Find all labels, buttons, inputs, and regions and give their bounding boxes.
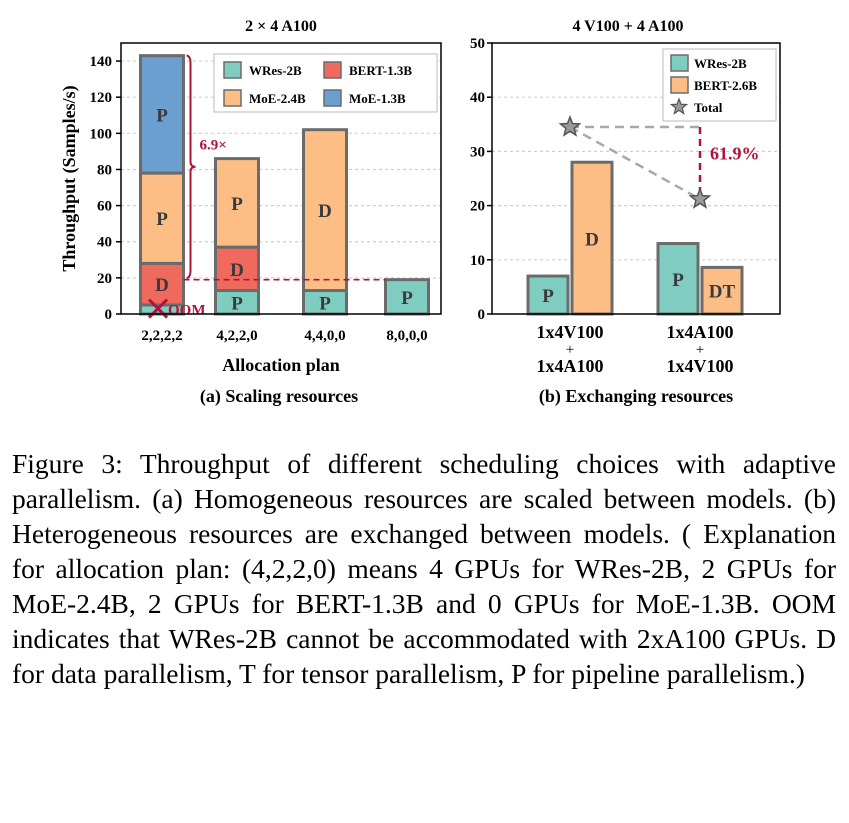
a-ratio-bracket	[186, 54, 196, 279]
b-bar-label: P	[672, 270, 684, 291]
b-total-marker	[558, 114, 582, 137]
b-bar	[700, 265, 744, 316]
b-title: 4 V100 + 4 A100	[572, 18, 683, 35]
a-bar-label: P	[401, 288, 413, 309]
b-bar-label: DT	[709, 282, 736, 303]
a-ytick-label: 40	[97, 235, 112, 251]
b-total-marker	[688, 187, 712, 209]
figure: 020406080100120140DPP2,2,2,2PDP4,2,2,0PD…	[59, 18, 781, 407]
a-legend-swatch	[223, 89, 242, 107]
a-bar-label: P	[156, 209, 168, 230]
b-subtitle: (b) Exchanging resources	[539, 386, 733, 407]
a-bar-label: P	[231, 293, 243, 314]
b-bar	[526, 274, 570, 316]
a-legend-swatch	[323, 89, 342, 107]
b-xtick-plus: +	[566, 342, 574, 358]
a-ytick-label: 120	[90, 90, 113, 106]
a-bar-label: P	[231, 194, 243, 215]
b-legend-swatch	[670, 76, 689, 94]
a-legend-swatch	[323, 61, 342, 79]
b-xtick-label: 1x4V100	[537, 322, 604, 342]
a-bar	[384, 278, 430, 316]
a-ytick-label: 0	[105, 307, 113, 323]
a-legend-label: MoE-1.3B	[349, 91, 406, 106]
b-ytick-label: 0	[478, 307, 486, 323]
b-xtick-plus: +	[696, 342, 704, 358]
b-improvement-label: 61.9%	[710, 144, 760, 164]
b-ytick-label: 20	[470, 199, 485, 215]
a-subtitle: (a) Scaling resources	[200, 386, 358, 407]
b-total-line	[569, 125, 701, 201]
b-bar	[656, 242, 700, 316]
b-ytick-label: 40	[470, 90, 485, 106]
a-bar	[214, 157, 260, 249]
a-ytick-label: 100	[90, 126, 113, 142]
a-ratio-label: 6.9×	[200, 138, 227, 154]
b-axes-frame	[491, 42, 781, 315]
a-oom-label: OOM	[168, 303, 206, 319]
b-bar	[570, 160, 614, 316]
b-ytick-label: 30	[470, 144, 485, 160]
a-ytick-label: 60	[97, 199, 112, 215]
b-xtick-label: 1x4A100	[537, 356, 604, 376]
a-axes-frame	[120, 42, 442, 315]
a-xtick-label: 4,4,0,0	[304, 328, 345, 344]
b-bar-label: D	[585, 230, 599, 251]
b-legend-label: WRes-2B	[694, 56, 747, 71]
b-bar-label: P	[542, 286, 554, 307]
b-xtick-label: 1x4V100	[667, 356, 734, 376]
a-ytick-label: 20	[97, 271, 112, 287]
a-xlabel: Allocation plan	[222, 355, 340, 375]
a-bar	[139, 54, 185, 175]
b-ytick-label: 10	[470, 253, 485, 269]
figure-caption: Figure 3: Throughput of different schedu…	[12, 448, 836, 689]
a-xtick-label: 2,2,2,2	[141, 328, 182, 344]
a-xtick-label: 4,2,2,0	[216, 328, 257, 344]
a-legend-label: WRes-2B	[249, 63, 302, 78]
a-bar	[214, 245, 260, 293]
a-ytick-label: 140	[90, 54, 113, 70]
b-legend-swatch	[670, 54, 689, 72]
a-bar	[302, 128, 348, 293]
a-bar-label: P	[156, 105, 168, 126]
a-bar-label: D	[155, 275, 169, 296]
b-ytick-label: 50	[470, 36, 485, 52]
a-ytick-label: 80	[97, 162, 112, 178]
a-ylabel: Throughput (Samples/s)	[59, 85, 80, 271]
a-legend-label: BERT-1.3B	[349, 63, 412, 78]
a-title: 2 × 4 A100	[245, 18, 317, 35]
b-legend-label: BERT-2.6B	[694, 78, 757, 93]
b-xtick-label: 1x4A100	[667, 322, 734, 342]
b-legend-total-marker	[669, 97, 689, 115]
b-legend-label: Total	[694, 100, 723, 115]
a-legend-label: MoE-2.4B	[249, 91, 306, 106]
a-xtick-label: 8,0,0,0	[386, 328, 427, 344]
a-bar-label: D	[318, 201, 332, 222]
a-bar-label: P	[319, 293, 331, 314]
a-legend-swatch	[223, 61, 242, 79]
a-bar-label: D	[230, 260, 244, 281]
